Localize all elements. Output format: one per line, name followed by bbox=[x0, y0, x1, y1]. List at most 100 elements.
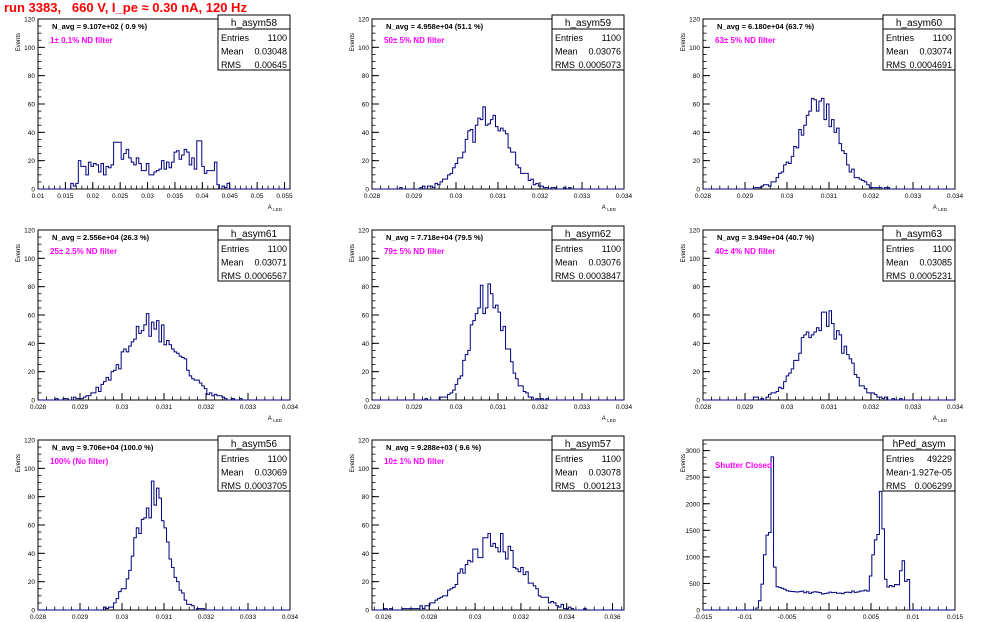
stats-box bbox=[882, 225, 956, 282]
histogram-panel-h_asym61: 0 20 40 60 80 100 120 0.028 0.029 0.03 0.031 0.032 0… bbox=[16, 225, 299, 423]
x-tick-label: 0.028 bbox=[364, 404, 381, 411]
x-axis-label: A LED bbox=[602, 416, 617, 423]
y-tick-label: 100 bbox=[24, 45, 35, 52]
stats-key-rms: RMS bbox=[886, 481, 906, 491]
y-axis-label: Events bbox=[16, 244, 22, 262]
y-tick-label: 3000 bbox=[686, 448, 701, 455]
stats-value-entries: 1100 bbox=[268, 33, 287, 43]
x-tick-label: 0.032 bbox=[532, 193, 549, 200]
x-tick-label: 0.033 bbox=[905, 404, 922, 411]
x-tick-label: 0.033 bbox=[905, 193, 922, 200]
x-tick-label: 0.033 bbox=[240, 614, 257, 621]
y-tick-label: 20 bbox=[28, 158, 36, 165]
stats-value-rms: 0.0004691 bbox=[909, 60, 952, 70]
stats-key-entries: Entries bbox=[221, 244, 250, 254]
stats-title: h_asym58 bbox=[231, 18, 278, 29]
y-tick-label: 20 bbox=[362, 579, 370, 586]
x-tick-label: 0.015 bbox=[57, 193, 74, 200]
histogram-line bbox=[38, 313, 290, 401]
y-tick-label: 100 bbox=[24, 256, 35, 263]
y-tick-label: 20 bbox=[693, 158, 701, 165]
navg-label: N_avg = 9.288e+03 ( 9.6 %) bbox=[386, 443, 482, 452]
stats-value-mean: 0.03074 bbox=[919, 47, 952, 57]
x-axis-label: A LED bbox=[933, 205, 948, 212]
x-tick-label: 0.031 bbox=[821, 404, 838, 411]
x-tick-label: 0.03 bbox=[141, 193, 154, 200]
y-tick-label: 80 bbox=[362, 284, 370, 291]
filter-label: Shutter Closed bbox=[715, 461, 772, 470]
x-tick-label: 0.02 bbox=[86, 193, 99, 200]
x-tick-label: 0.034 bbox=[282, 404, 299, 411]
y-axis-label: Events bbox=[681, 33, 687, 51]
stats-value-rms: 0.0005231 bbox=[909, 271, 952, 281]
stats-title: h_asym57 bbox=[565, 439, 612, 450]
y-tick-label: 60 bbox=[28, 523, 36, 530]
x-tick-label: 0.032 bbox=[198, 614, 215, 621]
x-tick-label: 0.029 bbox=[737, 193, 754, 200]
stats-title: h_asym62 bbox=[565, 229, 612, 240]
y-axis-label: Events bbox=[681, 244, 687, 262]
x-tick-label: 0.032 bbox=[863, 193, 880, 200]
navg-label: N_avg = 3.949e+04 (40.7 %) bbox=[717, 233, 815, 242]
stats-value-mean: 0.03085 bbox=[919, 258, 952, 268]
x-tick-label: 0.034 bbox=[947, 193, 964, 200]
stats-title: h_asym60 bbox=[896, 18, 943, 29]
stats-key-rms: RMS bbox=[221, 60, 241, 70]
stats-key-entries: Entries bbox=[555, 244, 584, 254]
y-tick-label: 80 bbox=[28, 284, 36, 291]
y-axis-label: Events bbox=[16, 33, 22, 51]
y-tick-label: 1500 bbox=[686, 528, 701, 535]
y-tick-label: 20 bbox=[362, 369, 370, 376]
stats-key-entries: Entries bbox=[555, 454, 584, 464]
stats-value-mean: -1.927e-05 bbox=[908, 468, 952, 478]
stats-key-entries: Entries bbox=[886, 244, 915, 254]
y-tick-label: 60 bbox=[362, 102, 370, 109]
stats-box bbox=[217, 14, 291, 71]
stats-title: h_asym61 bbox=[231, 229, 278, 240]
y-axis-label: Events bbox=[350, 33, 356, 51]
y-tick-label: 1000 bbox=[686, 554, 701, 561]
stats-value-entries: 1100 bbox=[602, 244, 621, 254]
stats-box bbox=[551, 225, 625, 282]
stats-value-mean: 0.03071 bbox=[254, 258, 287, 268]
x-tick-label: 0.032 bbox=[532, 404, 549, 411]
stats-key-mean: Mean bbox=[886, 468, 909, 478]
y-tick-label: 120 bbox=[689, 17, 700, 24]
x-tick-label: 0.028 bbox=[421, 614, 438, 621]
y-tick-label: 80 bbox=[28, 73, 36, 80]
stats-value-entries: 1100 bbox=[933, 33, 952, 43]
x-tick-label: 0.05 bbox=[251, 193, 264, 200]
histogram-line bbox=[38, 480, 290, 611]
stats-key-entries: Entries bbox=[886, 454, 915, 464]
y-tick-label: 40 bbox=[693, 341, 701, 348]
stats-key-entries: Entries bbox=[221, 454, 250, 464]
y-tick-label: 40 bbox=[693, 130, 701, 137]
stats-value-rms: 0.001213 bbox=[583, 481, 621, 491]
x-tick-label: 0.029 bbox=[406, 193, 423, 200]
y-tick-label: 120 bbox=[689, 228, 700, 235]
stats-box bbox=[551, 14, 625, 71]
navg-label: N_avg = 9.706e+04 (100.0 %) bbox=[52, 443, 154, 452]
y-tick-label: 120 bbox=[24, 17, 35, 24]
histogram-panel-h_asym62: 0 20 40 60 80 100 120 0.028 0.029 0.03 0.031 0.032 0… bbox=[350, 225, 633, 423]
y-tick-label: 100 bbox=[24, 466, 35, 473]
stats-value-entries: 1100 bbox=[933, 244, 952, 254]
x-tick-label: 0 bbox=[827, 614, 831, 621]
y-tick-label: 40 bbox=[28, 341, 36, 348]
y-tick-label: 0 bbox=[365, 187, 369, 194]
x-tick-label: 0.01 bbox=[907, 614, 920, 621]
y-tick-label: 60 bbox=[28, 313, 36, 320]
x-tick-label: -0.005 bbox=[778, 614, 797, 621]
filter-label: 25± 2.5% ND filter bbox=[50, 247, 117, 256]
stats-key-mean: Mean bbox=[221, 47, 244, 57]
stats-box bbox=[882, 14, 956, 71]
x-tick-label: 0.03 bbox=[781, 404, 794, 411]
stats-value-rms: 0.0003847 bbox=[578, 271, 621, 281]
x-tick-label: 0.033 bbox=[574, 404, 591, 411]
navg-label: N_avg = 6.180e+04 (63.7 %) bbox=[717, 22, 815, 31]
y-tick-label: 0 bbox=[31, 608, 35, 615]
x-tick-label: 0.03 bbox=[781, 193, 794, 200]
stats-value-mean: 0.03076 bbox=[588, 258, 621, 268]
x-tick-label: 0.031 bbox=[156, 404, 173, 411]
y-tick-label: 40 bbox=[362, 341, 370, 348]
